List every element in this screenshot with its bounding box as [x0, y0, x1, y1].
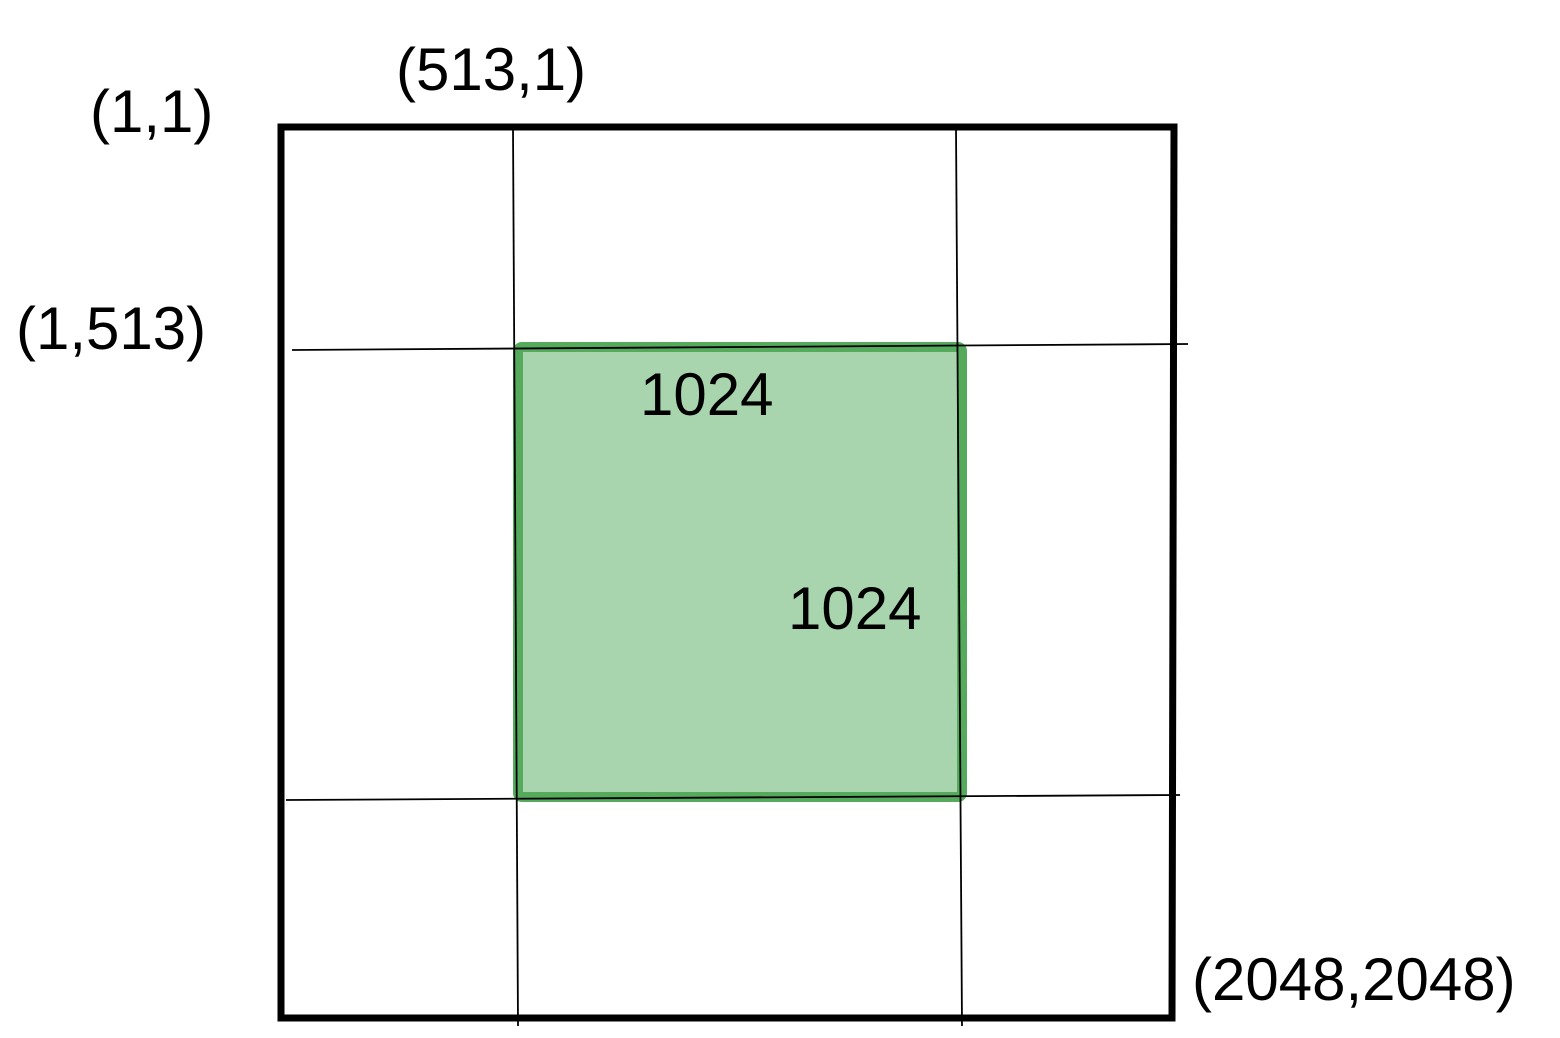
coordinate-label-bottom-right: (2048,2048) [1192, 946, 1516, 1013]
region-width-label: 1024 [640, 361, 773, 428]
horizontal-grid-line-top [291, 343, 1189, 351]
coordinate-label-left-inner: (1,513) [16, 295, 206, 362]
coordinate-label-top-inner: (513,1) [396, 36, 586, 103]
vertical-grid-line-left [512, 127, 519, 1027]
coordinate-label-top-left: (1,1) [90, 78, 213, 145]
outer-border [277, 123, 1178, 1022]
horizontal-grid-line-bottom [285, 794, 1181, 801]
region-height-label: 1024 [788, 575, 921, 642]
vertical-grid-line-right [955, 127, 963, 1027]
